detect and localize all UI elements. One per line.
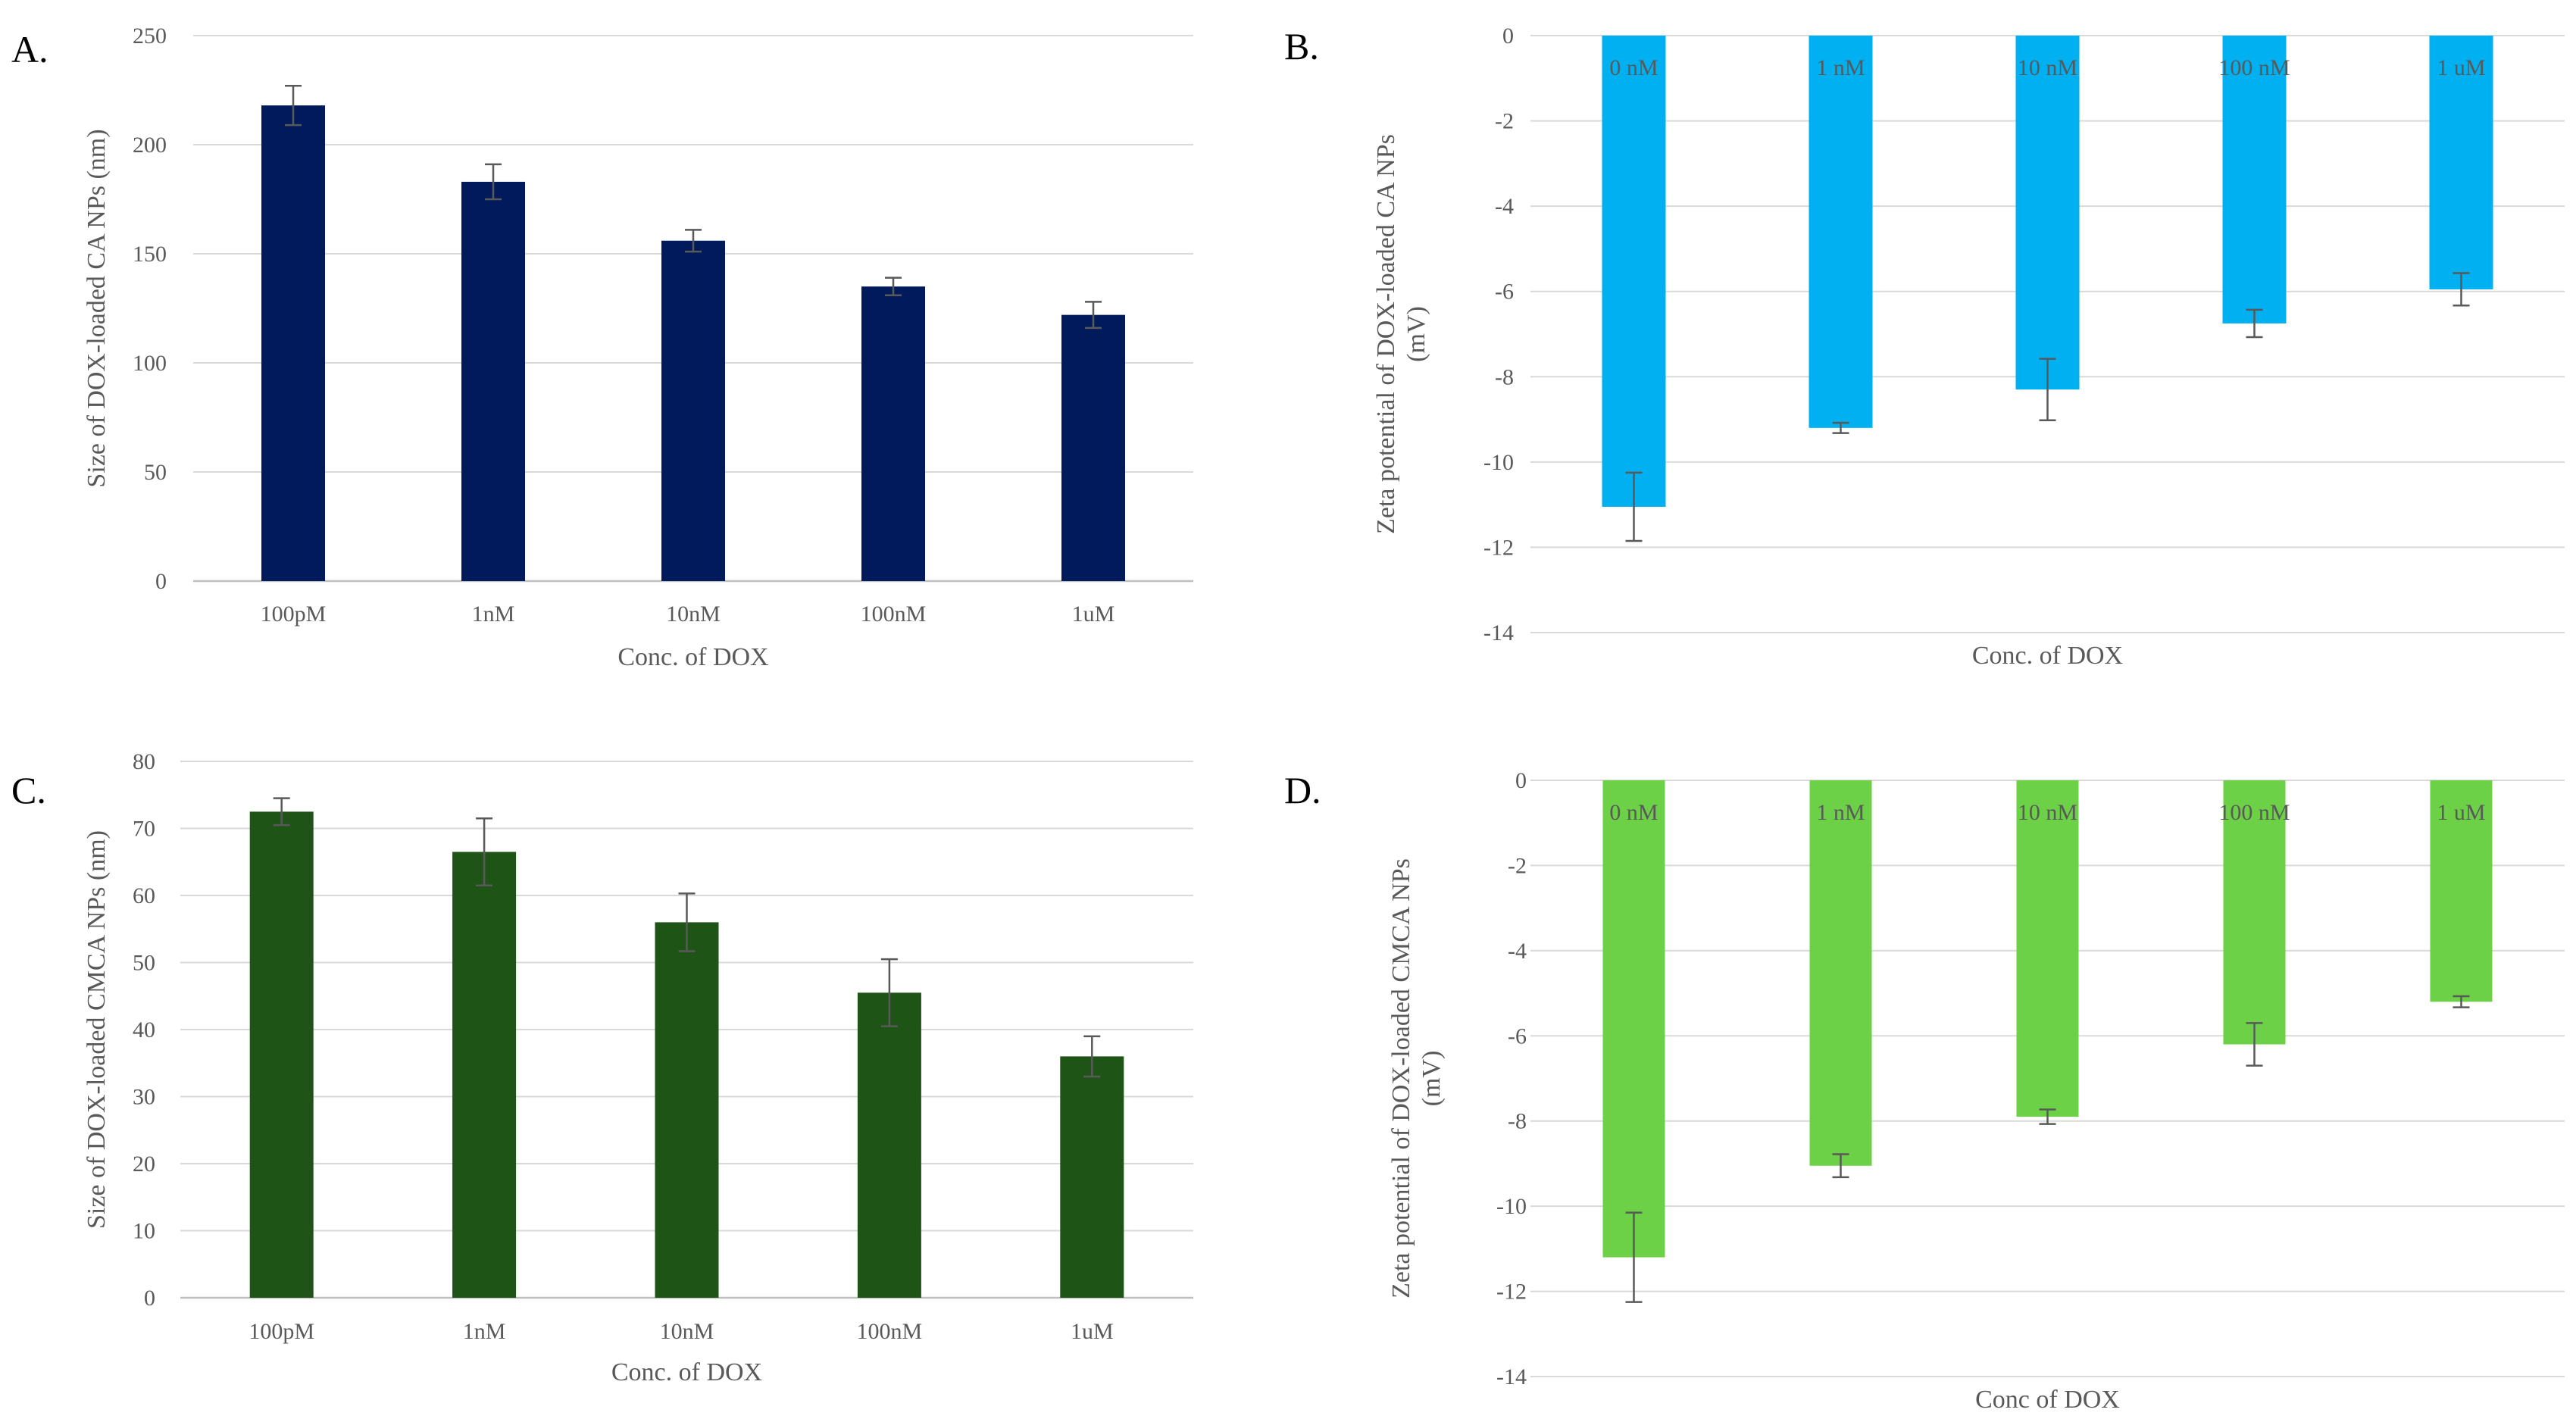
y-tick-label: -6 bbox=[1508, 1024, 1527, 1049]
y-tick-label: 20 bbox=[133, 1152, 155, 1177]
y-tick-label: 0 bbox=[155, 569, 167, 594]
category-label: 100nM bbox=[857, 1319, 923, 1344]
y-tick-label: -4 bbox=[1495, 194, 1514, 219]
category-label: 10 nM bbox=[2018, 800, 2077, 825]
x-axis-title: Conc. of DOX bbox=[611, 1358, 762, 1386]
category-label: 10nM bbox=[660, 1319, 714, 1344]
y-tick-label: 10 bbox=[133, 1219, 155, 1244]
category-label: 1 uM bbox=[2437, 800, 2485, 825]
y-tick-label: 60 bbox=[133, 883, 155, 908]
y-tick-label: -14 bbox=[1496, 1364, 1527, 1389]
y-tick-label: 70 bbox=[133, 817, 155, 842]
y-tick-label: -12 bbox=[1496, 1280, 1527, 1305]
bar bbox=[461, 181, 525, 581]
panel-b: B. -14 -12 -10 -8 -6 -4 -2 0 0 nM 1 nM 10 nM 100 nM 1… bbox=[1284, 23, 2565, 670]
y-tick-label: -4 bbox=[1508, 939, 1527, 964]
y-tick-label: -2 bbox=[1508, 853, 1527, 878]
panel-label: D. bbox=[1284, 769, 1321, 811]
y-tick-label: 80 bbox=[133, 749, 155, 774]
category-label: 10nM bbox=[666, 602, 721, 627]
bar bbox=[1060, 1056, 1124, 1298]
category-label: 10 nM bbox=[2018, 55, 2077, 80]
y-tick-label: 40 bbox=[133, 1017, 155, 1042]
y-tick-label: -12 bbox=[1483, 535, 1514, 560]
category-label: 0 nM bbox=[1609, 800, 1658, 825]
y-tick-label: -14 bbox=[1483, 620, 1514, 645]
panel-d: D. -14 -12 -10 -8 -6 -4 -2 0 0 nM 1 nM 10 nM 100 nM 1… bbox=[1284, 768, 2565, 1414]
y-axis-title: Zeta potential of DOX-loaded CA NPs(mV) bbox=[1372, 134, 1430, 534]
y-tick-label: 50 bbox=[133, 951, 155, 976]
bar bbox=[2016, 780, 2079, 1117]
bar bbox=[861, 286, 925, 581]
category-label: 0 nM bbox=[1609, 55, 1658, 80]
y-tick-label: 250 bbox=[133, 23, 167, 48]
panel-c: C. 0 10 20 30 40 50 60 70 80 100pM 1nM 10nM 100nM 1uM C… bbox=[11, 749, 1193, 1386]
category-label: 100nM bbox=[861, 602, 927, 627]
y-tick-label: 0 bbox=[1515, 768, 1527, 793]
category-label: 1uM bbox=[1071, 1319, 1114, 1344]
y-tick-label: 100 bbox=[133, 351, 167, 376]
x-axis-title: Conc. of DOX bbox=[617, 643, 768, 671]
y-tick-label: -2 bbox=[1495, 109, 1514, 134]
bar bbox=[1061, 314, 1125, 581]
category-label: 1nM bbox=[463, 1319, 506, 1344]
panel-label: B. bbox=[1284, 25, 1319, 67]
y-axis-title: Size of DOX-loaded CA NPs (nm) bbox=[83, 129, 111, 487]
bar bbox=[2223, 780, 2286, 1045]
y-tick-label: 50 bbox=[144, 460, 167, 485]
category-label: 1nM bbox=[472, 602, 515, 627]
category-label: 1 nM bbox=[1816, 55, 1865, 80]
bar bbox=[2429, 36, 2493, 289]
bar bbox=[1602, 36, 1666, 507]
y-tick-label: -10 bbox=[1496, 1194, 1527, 1219]
panel-a: A. 0 50 100 150 200 250 100pM 1nM 10nM 100nM 1uM Con… bbox=[11, 23, 1193, 671]
bar bbox=[452, 852, 517, 1298]
y-tick-label: -8 bbox=[1495, 364, 1514, 389]
category-label: 1 uM bbox=[2437, 55, 2485, 80]
bar bbox=[1809, 36, 1873, 428]
bar bbox=[2222, 36, 2287, 323]
bar bbox=[1602, 780, 1665, 1258]
bar bbox=[857, 992, 921, 1298]
bar bbox=[655, 922, 719, 1298]
category-label: 100 nM bbox=[2218, 800, 2290, 825]
bar bbox=[2430, 780, 2493, 1002]
x-axis-title: Conc. of DOX bbox=[1972, 642, 2123, 670]
category-label: 1 nM bbox=[1816, 800, 1865, 825]
y-tick-label: -8 bbox=[1508, 1109, 1527, 1134]
y-tick-label: 0 bbox=[144, 1286, 155, 1311]
y-tick-label: 150 bbox=[133, 242, 167, 267]
category-label: 1uM bbox=[1072, 602, 1115, 627]
y-tick-label: 200 bbox=[133, 133, 167, 158]
panel-label: A. bbox=[11, 28, 48, 70]
bar bbox=[261, 105, 325, 581]
y-tick-label: -10 bbox=[1483, 450, 1514, 475]
category-label: 100 nM bbox=[2218, 55, 2290, 80]
bar bbox=[1809, 780, 1872, 1166]
panel-label: C. bbox=[11, 769, 46, 811]
bar bbox=[249, 811, 314, 1298]
y-tick-label: 0 bbox=[1502, 23, 1514, 48]
y-axis-title: Zeta potential of DOX-loaded CMCA NPs(mV… bbox=[1387, 858, 1446, 1299]
bar bbox=[2015, 36, 2080, 390]
category-label: 100pM bbox=[261, 602, 327, 627]
category-label: 100pM bbox=[249, 1319, 314, 1344]
x-axis-title: Conc of DOX bbox=[1975, 1386, 2120, 1414]
bar bbox=[661, 240, 725, 581]
y-tick-label: -6 bbox=[1495, 280, 1514, 305]
y-axis-title: Size of DOX-loaded CMCA NPs (nm) bbox=[83, 830, 111, 1229]
y-tick-label: 30 bbox=[133, 1085, 155, 1110]
